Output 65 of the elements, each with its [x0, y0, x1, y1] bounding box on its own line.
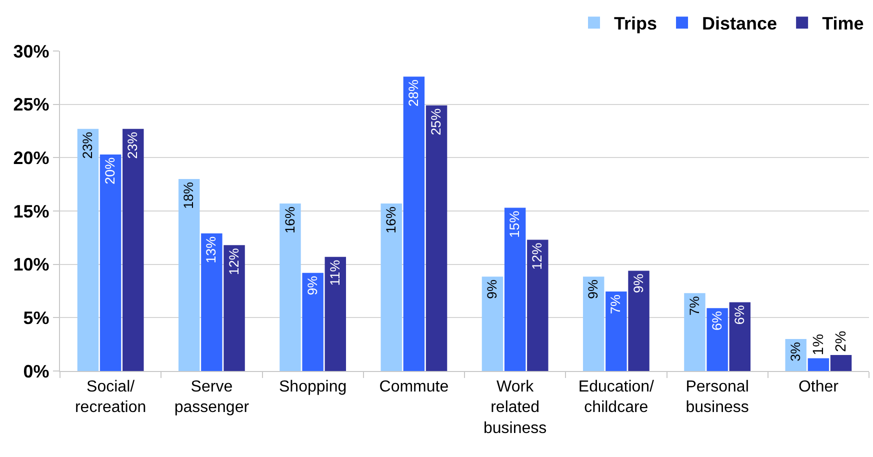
bar — [527, 240, 548, 371]
x-tick-label: Commute — [379, 378, 449, 396]
bar — [100, 154, 122, 371]
bar — [808, 358, 830, 371]
y-tick-label: 15% — [13, 201, 50, 222]
y-tick-label: 30% — [13, 41, 50, 62]
data-label: 20% — [102, 157, 118, 184]
data-label: 9% — [630, 274, 646, 294]
bar — [582, 276, 604, 371]
x-tick-label: Work related business — [483, 378, 547, 437]
data-label: 16% — [383, 206, 398, 234]
data-label: 3% — [788, 342, 803, 362]
data-label: 12% — [226, 248, 242, 276]
data-label: 25% — [428, 108, 444, 136]
bar — [403, 76, 425, 371]
y-tick-label: 20% — [13, 148, 50, 168]
data-label: 15% — [507, 210, 522, 238]
data-label: 11% — [327, 260, 342, 286]
x-tick-label: Other — [798, 378, 840, 396]
x-tick-label: Personal business — [686, 378, 749, 416]
x-tick-label: Social/recreation — [74, 378, 146, 416]
data-label: 13% — [204, 236, 219, 264]
legend-label: Time — [822, 14, 864, 34]
data-label: 16% — [282, 206, 298, 234]
data-label: 7% — [686, 296, 702, 316]
bar — [122, 128, 144, 371]
bar — [830, 355, 852, 371]
bar — [504, 208, 526, 371]
bar — [178, 179, 200, 371]
data-label: 6% — [709, 311, 724, 330]
data-label: 18% — [181, 182, 196, 209]
bar — [729, 302, 751, 371]
data-label: 7% — [608, 294, 624, 314]
bar — [606, 292, 627, 371]
x-tick-label: Education/childcare — [578, 378, 655, 416]
data-label: 1% — [810, 334, 827, 356]
bar — [280, 204, 301, 371]
data-label: 23% — [80, 132, 96, 159]
bar — [628, 270, 650, 371]
bar — [201, 233, 222, 371]
y-tick-label: 0% — [23, 361, 50, 382]
x-tick-label: Serve passenger — [174, 378, 250, 416]
legend-label: Trips — [614, 14, 658, 34]
x-tick-label: Shopping — [278, 378, 347, 396]
bar — [706, 308, 728, 371]
bar — [482, 276, 504, 371]
data-label: 2% — [833, 330, 850, 352]
bar — [380, 204, 402, 371]
data-label: 9% — [484, 280, 500, 300]
data-label: 9% — [304, 276, 320, 296]
bar — [224, 245, 245, 371]
data-label: 9% — [586, 280, 601, 300]
y-tick-label: 5% — [23, 308, 50, 328]
y-tick-label: 25% — [13, 94, 50, 115]
data-label: 23% — [125, 132, 140, 159]
bar — [684, 293, 706, 371]
bar — [77, 128, 99, 371]
y-tick-label: 10% — [13, 254, 50, 275]
bar — [426, 105, 448, 371]
legend-label: Distance — [702, 14, 778, 34]
data-label: 6% — [732, 305, 747, 325]
bar — [302, 272, 324, 371]
bar — [324, 256, 346, 371]
data-label: 28% — [406, 80, 421, 106]
data-label: 12% — [530, 242, 545, 270]
